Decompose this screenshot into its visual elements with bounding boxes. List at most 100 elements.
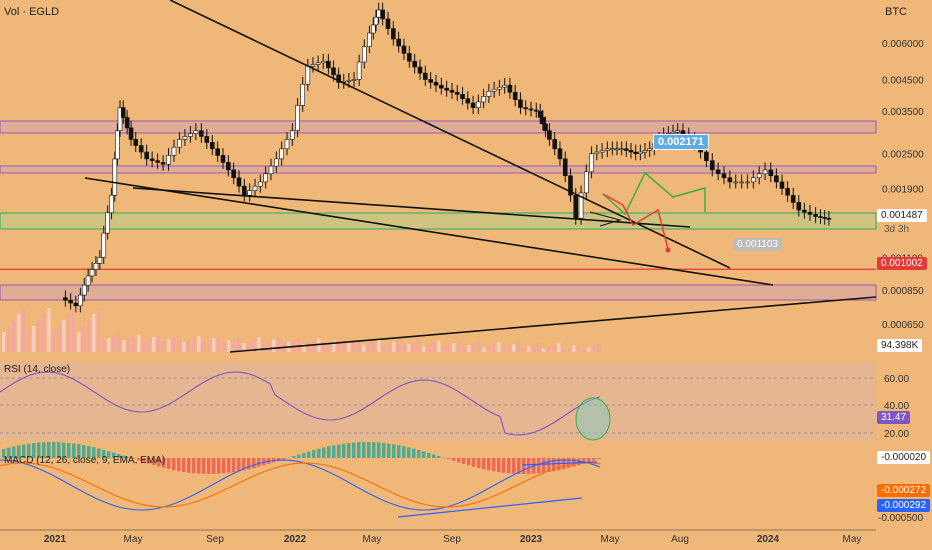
candle-body [120,107,126,118]
volume-bar [342,344,346,352]
volume-bar [202,342,206,352]
candle-body [115,130,120,160]
candle-body [756,173,762,179]
candle-body [589,153,594,173]
candle-body [818,216,823,218]
candle-body [101,232,107,258]
candle-body [117,107,123,132]
volume-bar [162,341,166,352]
rsi-last-tag: 31.47 [877,411,911,424]
macd-histogram-bar [132,458,136,459]
macd-histogram-bar [2,448,6,458]
rsi-tick-label: 20.00 [884,429,909,440]
volume-bar [427,344,431,352]
zone-band [0,284,877,301]
candle-body [568,175,573,196]
macd-histogram-bar [347,442,351,458]
volume-bar [87,320,91,352]
candle-body [138,145,144,153]
candle-body [745,181,750,184]
macd-histogram-bar [217,458,221,474]
x-tick-label: May [363,534,382,545]
candle-body [258,181,263,187]
volume-bar [17,314,21,352]
macd-histogram-bar [107,451,111,458]
macd-histogram-bar [592,458,596,461]
candle-body [540,117,546,125]
volume-bar [22,308,26,352]
candle-body [78,294,83,307]
macd-histogram-bar [212,458,216,474]
volume-bar [272,339,276,352]
macd-histogram-bar [387,443,391,458]
candle-body [547,130,552,140]
macd-histogram-bar [82,445,86,458]
target-up-tag: 0.002171 [653,134,709,150]
candle-body [807,211,813,215]
countdown-tag: 3d 3h [884,224,910,235]
macd-histogram-bar [87,446,91,458]
volume-bar [437,340,441,352]
x-tick-label: Sep [206,534,224,545]
macd-histogram-bar [22,444,26,458]
red-projection [602,193,669,250]
volume-bar [132,336,136,352]
candle-body [779,181,785,189]
candle-body [204,136,210,143]
macd-histogram-bar [417,449,421,458]
volume-bar [222,342,226,352]
volume-bar [407,344,411,352]
candle-body [407,53,412,62]
volume-bar [2,332,6,352]
macd-histogram-bar [92,447,96,458]
volume-bar [417,340,421,352]
candle-body [93,263,99,270]
volume-bar [447,344,451,352]
macd-label: MACD (12, 26, close, 9, EMA, EMA) [4,455,166,466]
macd-histogram-bar [7,447,11,458]
candle-body [624,148,629,151]
candle-body [822,217,828,219]
macd-histogram-bar [597,458,601,460]
candle-body [423,72,428,80]
macd-histogram-bar [72,443,76,458]
red-level-tag: 0.001002 [877,257,927,270]
volume-bar [42,314,46,352]
volume-bar [212,338,216,352]
macd-histogram-bar [102,449,106,458]
candle-body [614,148,620,151]
volume-bar [297,337,301,352]
volume-bar [552,345,556,352]
candle-body [376,9,381,18]
volume-bar [277,337,281,352]
candle-body [573,194,579,219]
x-tick-label: Aug [671,534,689,545]
candle-body [385,18,391,29]
macd-histogram-bar [482,458,486,470]
macd-histogram-bar [497,458,501,473]
candle-body [128,127,134,140]
price-tick-label: 0.001900 [882,184,924,195]
chart-title: Vol · EGLD [4,6,60,18]
volume-bar [12,320,16,352]
macd-histogram-bar [472,458,476,467]
macd-histogram-bar [517,458,521,474]
candle-body [177,139,182,148]
macd-histogram-bar [392,444,396,458]
candle-body [81,284,87,296]
candle-body [105,212,110,234]
candle-body [790,194,796,203]
volume-bar [557,343,561,352]
volume-bar [117,334,121,352]
volume-bar [107,338,111,352]
volume-bar [332,340,336,352]
macd-histogram-bar [352,442,356,458]
candle-body [670,131,676,134]
volume-bar [47,308,51,352]
candle-body [336,74,341,83]
volume-bar [402,346,406,352]
volume-bar [327,342,331,352]
macd-last-tag: -0.000292 [877,499,931,512]
candle-body [470,102,476,108]
macd-histogram-bar [327,446,331,458]
